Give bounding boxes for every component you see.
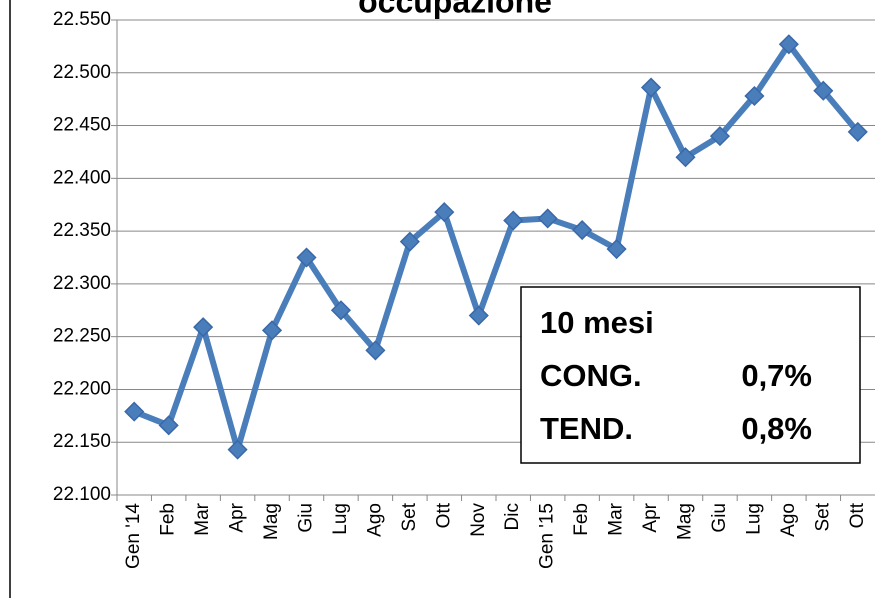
- annotation-value: 0,7%: [741, 358, 812, 393]
- y-tick-label: 22.400: [53, 167, 111, 188]
- marker: [537, 208, 558, 229]
- y-tick-label: 22.300: [53, 273, 111, 294]
- x-tick-label: Mar: [606, 502, 627, 535]
- x-tick-label: Set: [812, 502, 833, 531]
- y-tick-label: 22.350: [53, 220, 111, 241]
- marker: [640, 77, 662, 98]
- x-tick-label: Dic: [502, 503, 523, 530]
- x-tick-label: Lug: [743, 503, 764, 535]
- x-tick-label: Mar: [192, 502, 213, 535]
- x-tick-label: Apr: [227, 502, 248, 532]
- marker: [296, 247, 317, 268]
- x-tick-label: Feb: [571, 503, 592, 536]
- marker: [847, 121, 868, 142]
- y-tick-label: 22.100: [53, 484, 111, 505]
- x-tick-label: Ott: [847, 502, 868, 528]
- x-tick-label: Gen '14: [123, 503, 144, 569]
- marker: [744, 85, 765, 107]
- annotation-label: CONG.: [540, 358, 642, 393]
- y-tick-label: 22.450: [53, 115, 111, 136]
- marker: [503, 210, 524, 231]
- y-tick-label: 22.500: [53, 62, 111, 83]
- x-tick-label: Ago: [364, 503, 385, 537]
- marker: [365, 340, 386, 361]
- marker: [778, 34, 799, 55]
- y-tick-label: 22.250: [53, 326, 111, 347]
- marker: [124, 401, 145, 422]
- marker: [193, 317, 214, 338]
- x-tick-label: Ott: [433, 502, 454, 528]
- marker: [227, 439, 248, 460]
- annotation-label: TEND.: [540, 411, 633, 446]
- marker: [572, 219, 593, 241]
- marker: [606, 238, 627, 260]
- x-tick-label: Giu: [296, 503, 317, 533]
- marker: [675, 147, 696, 168]
- x-tick-label: Mag: [261, 503, 282, 540]
- marker: [158, 415, 179, 436]
- x-tick-label: Lug: [330, 503, 351, 535]
- marker: [399, 231, 420, 252]
- marker: [261, 320, 283, 341]
- chart-title: occupazione: [358, 0, 552, 19]
- y-tick-label: 22.550: [53, 9, 111, 30]
- y-tick-label: 22.200: [53, 378, 111, 399]
- marker: [434, 202, 455, 223]
- x-tick-label: Mag: [675, 503, 696, 540]
- x-tick-label: Apr: [640, 502, 661, 532]
- y-tick-label: 22.150: [53, 431, 111, 452]
- x-tick-label: Ago: [778, 503, 799, 537]
- annotation-title: 10 mesi: [540, 305, 654, 340]
- x-tick-label: Nov: [468, 503, 489, 537]
- marker: [330, 300, 352, 321]
- x-tick-label: Gen '15: [537, 503, 558, 569]
- x-tick-label: Set: [399, 502, 420, 531]
- marker: [813, 80, 834, 101]
- annotation-box: [520, 286, 861, 464]
- marker: [709, 126, 731, 147]
- x-tick-label: Giu: [709, 503, 730, 533]
- series-line: [133, 41, 861, 453]
- x-tick-label: Feb: [158, 503, 179, 536]
- marker: [468, 305, 489, 326]
- annotation-value: 0,8%: [741, 411, 812, 446]
